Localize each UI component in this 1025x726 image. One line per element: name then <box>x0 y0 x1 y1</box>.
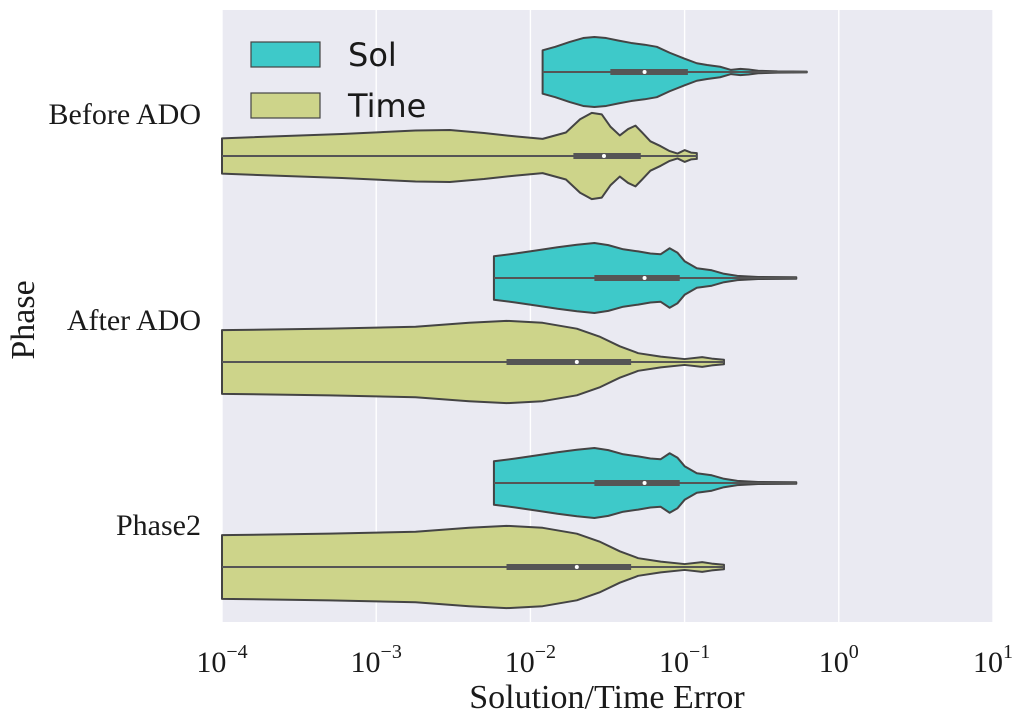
legend-label: Time <box>347 87 426 125</box>
y-axis-label: Phase <box>5 280 42 359</box>
y-tick-labels: Before ADO After ADO Phase2 <box>49 98 201 542</box>
violins-layer <box>221 36 808 610</box>
grid-lines <box>221 10 994 622</box>
x-tick-label: 10−2 <box>505 641 556 679</box>
legend: Sol Time <box>250 36 426 125</box>
violin-median <box>574 565 579 569</box>
x-tick-label: 101 <box>973 641 1013 679</box>
x-tick-labels: 10−4 10−3 10−2 10−1 100 101 <box>196 641 1013 679</box>
violin-median <box>601 154 606 158</box>
y-tick-label: Phase2 <box>116 509 201 542</box>
x-tick-label: 10−4 <box>196 641 247 679</box>
legend-label: Sol <box>348 36 397 74</box>
violin-median <box>574 360 579 364</box>
legend-swatch <box>250 92 321 119</box>
x-axis-label: Solution/Time Error <box>469 679 745 716</box>
x-tick-label: 100 <box>819 641 859 679</box>
violin-median <box>642 276 647 280</box>
legend-swatch <box>250 41 321 68</box>
violin-median <box>642 481 647 485</box>
x-tick-label: 10−1 <box>659 641 710 679</box>
violin-median <box>642 70 647 74</box>
plot-background <box>222 10 993 622</box>
y-tick-label: After ADO <box>67 304 201 337</box>
y-tick-label: Before ADO <box>49 98 201 131</box>
x-tick-label: 10−3 <box>351 641 402 679</box>
